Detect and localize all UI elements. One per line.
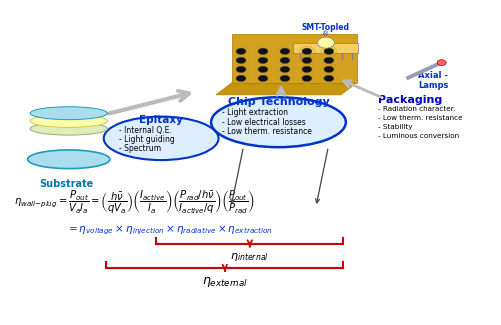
- Text: - Low electrical losses: - Low electrical losses: [221, 118, 305, 127]
- Circle shape: [317, 37, 334, 48]
- Ellipse shape: [30, 114, 107, 127]
- Circle shape: [301, 75, 311, 82]
- Circle shape: [258, 57, 268, 64]
- Circle shape: [323, 66, 333, 72]
- Text: ®: ®: [322, 32, 329, 38]
- Text: $\eta_{external}$: $\eta_{external}$: [201, 275, 247, 289]
- Circle shape: [323, 48, 333, 55]
- Text: - Radiation character.: - Radiation character.: [378, 106, 455, 112]
- Circle shape: [258, 75, 268, 82]
- Circle shape: [280, 57, 290, 64]
- Text: $= \eta_{voltage} \times \eta_{injection} \times \eta_{radiative} \times \eta_{e: $= \eta_{voltage} \times \eta_{injection…: [66, 224, 273, 237]
- Circle shape: [258, 66, 268, 72]
- Text: $\eta_{wall\!-\!plug} = \dfrac{P_{out}}{V_a I_a} = \left(\dfrac{h\bar{\nu}}{qV_a: $\eta_{wall\!-\!plug} = \dfrac{P_{out}}{…: [14, 189, 254, 216]
- Text: - Light guiding: - Light guiding: [118, 135, 174, 144]
- Text: Axial -
Lamps: Axial - Lamps: [417, 71, 448, 90]
- Ellipse shape: [28, 150, 110, 169]
- Circle shape: [280, 48, 290, 55]
- Text: $\eta_{internal}$: $\eta_{internal}$: [230, 251, 269, 263]
- Circle shape: [235, 66, 245, 72]
- Circle shape: [301, 48, 311, 55]
- Circle shape: [301, 57, 311, 64]
- Text: - Internal Q.E.: - Internal Q.E.: [118, 126, 171, 135]
- Circle shape: [280, 75, 290, 82]
- Text: Chip Technology: Chip Technology: [227, 97, 329, 107]
- Polygon shape: [293, 43, 358, 53]
- Ellipse shape: [30, 122, 107, 135]
- Text: Packaging: Packaging: [378, 96, 442, 106]
- Text: Epitaxy: Epitaxy: [139, 115, 183, 125]
- Text: SMT-Topled: SMT-Topled: [301, 23, 349, 32]
- Ellipse shape: [104, 117, 218, 160]
- Circle shape: [323, 75, 333, 82]
- Text: - Stability: - Stability: [378, 124, 412, 130]
- Polygon shape: [231, 34, 356, 83]
- Text: Substrate: Substrate: [39, 179, 93, 188]
- Text: - Low therm. resistance: - Low therm. resistance: [378, 115, 462, 121]
- Circle shape: [258, 48, 268, 55]
- Circle shape: [235, 48, 245, 55]
- Circle shape: [280, 66, 290, 72]
- Circle shape: [235, 57, 245, 64]
- Text: - Light extraction: - Light extraction: [221, 108, 288, 117]
- Ellipse shape: [210, 97, 345, 147]
- Polygon shape: [215, 83, 356, 95]
- Circle shape: [235, 75, 245, 82]
- Ellipse shape: [30, 107, 107, 120]
- Circle shape: [301, 66, 311, 72]
- Circle shape: [436, 60, 445, 66]
- Circle shape: [323, 57, 333, 64]
- Text: - Spectrum: - Spectrum: [118, 144, 160, 153]
- Text: - Low therm. resistance: - Low therm. resistance: [221, 127, 311, 136]
- Text: - Luminous conversion: - Luminous conversion: [378, 133, 458, 138]
